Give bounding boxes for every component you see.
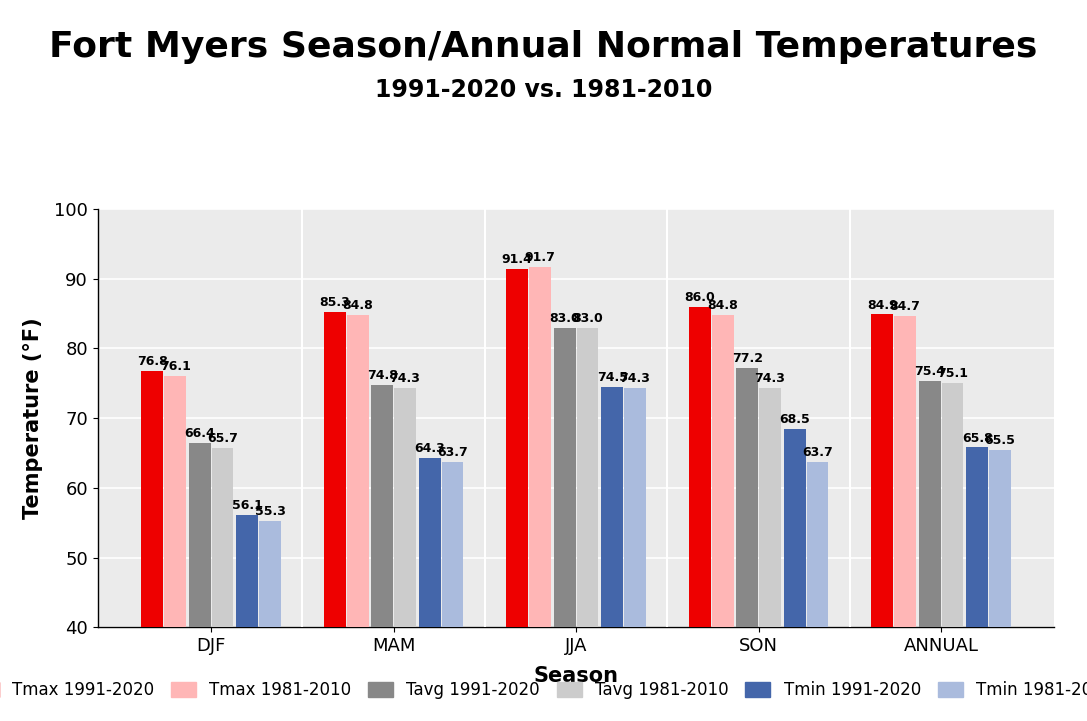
Text: 84.7: 84.7 <box>889 300 921 313</box>
Text: 74.3: 74.3 <box>620 373 650 386</box>
Bar <box>441 462 463 627</box>
Text: 84.9: 84.9 <box>866 298 898 311</box>
Text: 56.1: 56.1 <box>232 499 263 512</box>
Bar <box>784 428 805 627</box>
Bar <box>507 269 528 627</box>
Text: 83.0: 83.0 <box>572 311 603 324</box>
Text: 76.8: 76.8 <box>137 355 167 368</box>
Text: 1991-2020 vs. 1981-2010: 1991-2020 vs. 1981-2010 <box>375 78 712 102</box>
Bar <box>141 371 163 627</box>
Legend: Tmax 1991-2020, Tmax 1981-2010, Tavg 1991-2020, Tavg 1981-2010, Tmin 1991-2020, : Tmax 1991-2020, Tmax 1981-2010, Tavg 199… <box>0 674 1087 705</box>
Text: 84.8: 84.8 <box>708 299 738 312</box>
Text: 68.5: 68.5 <box>779 413 810 426</box>
Text: 63.7: 63.7 <box>802 446 833 459</box>
Text: 77.2: 77.2 <box>732 353 763 366</box>
Text: 74.3: 74.3 <box>389 373 421 386</box>
Bar <box>807 462 828 627</box>
Text: Fort Myers Season/Annual Normal Temperatures: Fort Myers Season/Annual Normal Temperat… <box>49 30 1038 64</box>
Bar <box>601 386 623 627</box>
Bar <box>324 311 346 627</box>
Text: 65.7: 65.7 <box>208 433 238 446</box>
Bar <box>941 383 963 627</box>
Bar <box>919 381 940 627</box>
Text: 76.1: 76.1 <box>160 360 190 373</box>
Text: 74.5: 74.5 <box>597 371 627 384</box>
Text: 74.3: 74.3 <box>754 373 786 386</box>
Bar <box>712 315 734 627</box>
Bar <box>259 521 280 627</box>
Text: 65.8: 65.8 <box>962 432 992 445</box>
Text: 91.7: 91.7 <box>525 251 555 264</box>
Text: 65.5: 65.5 <box>985 434 1015 447</box>
Text: 75.1: 75.1 <box>937 367 969 380</box>
Bar <box>576 327 599 627</box>
Bar <box>418 458 440 627</box>
Bar <box>347 315 368 627</box>
Text: 66.4: 66.4 <box>185 428 215 441</box>
Y-axis label: Temperature (°F): Temperature (°F) <box>23 317 43 519</box>
Text: 55.3: 55.3 <box>254 505 286 518</box>
Bar <box>164 376 186 627</box>
X-axis label: Season: Season <box>534 666 619 686</box>
Bar <box>736 368 758 627</box>
Bar <box>395 388 416 627</box>
Bar <box>624 388 646 627</box>
Bar <box>372 385 393 627</box>
Bar <box>895 316 916 627</box>
Bar <box>872 314 894 627</box>
Bar <box>212 448 234 627</box>
Text: 63.7: 63.7 <box>437 446 467 459</box>
Text: 75.4: 75.4 <box>914 365 946 378</box>
Bar <box>759 388 780 627</box>
Text: 64.3: 64.3 <box>414 442 445 455</box>
Text: 85.3: 85.3 <box>320 296 350 309</box>
Text: 91.4: 91.4 <box>502 253 533 266</box>
Bar <box>689 306 711 627</box>
Bar <box>236 515 258 627</box>
Bar <box>553 327 576 627</box>
Bar <box>189 443 211 627</box>
Text: 74.8: 74.8 <box>366 369 398 382</box>
Bar <box>966 448 988 627</box>
Text: 83.0: 83.0 <box>549 311 580 324</box>
Bar <box>529 267 551 627</box>
Text: 86.0: 86.0 <box>685 291 715 304</box>
Text: 84.8: 84.8 <box>342 299 373 312</box>
Bar <box>989 450 1011 627</box>
